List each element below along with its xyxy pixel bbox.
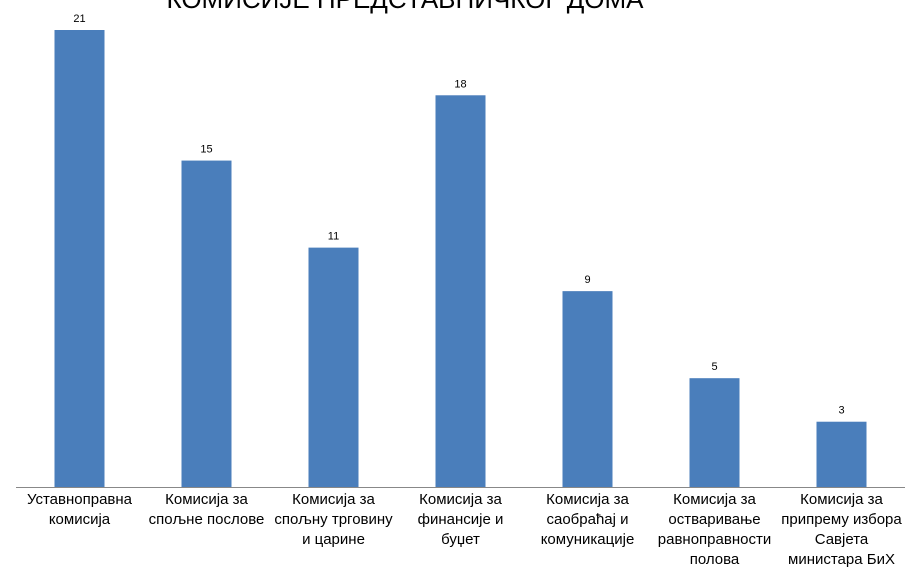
- chart-title: КОМИСИЈЕ ПРЕДСТАВНИЧКОГ ДОМА: [166, 0, 644, 14]
- x-tick-label: Комисија за остваривање равноправности п…: [657, 491, 772, 568]
- bar: [689, 378, 740, 487]
- data-label: 21: [73, 13, 85, 25]
- data-label: 18: [454, 78, 466, 90]
- bar: [54, 30, 105, 487]
- x-tick-label: Комисија за спољне послове: [148, 491, 265, 528]
- x-tick-label: Комисија за финансије и буџет: [417, 491, 504, 548]
- bar: [181, 160, 232, 488]
- data-label: 15: [200, 144, 212, 156]
- bar: [308, 247, 359, 487]
- bar: [435, 95, 486, 488]
- data-label: 3: [838, 405, 844, 417]
- x-tick-label: Уставноправна комисија: [26, 491, 133, 528]
- x-tick-label: Комисија за спољну трговину и царине: [274, 491, 393, 548]
- data-label: 5: [711, 361, 717, 373]
- bar: [816, 421, 867, 487]
- bar: [562, 291, 613, 487]
- x-tick-label: Комисија за припрему избора Савјета мини…: [781, 491, 902, 568]
- data-label: 9: [584, 274, 590, 286]
- data-label: 11: [328, 231, 339, 243]
- x-tick-label: Комисија за саобраћај и комуникације: [540, 491, 635, 548]
